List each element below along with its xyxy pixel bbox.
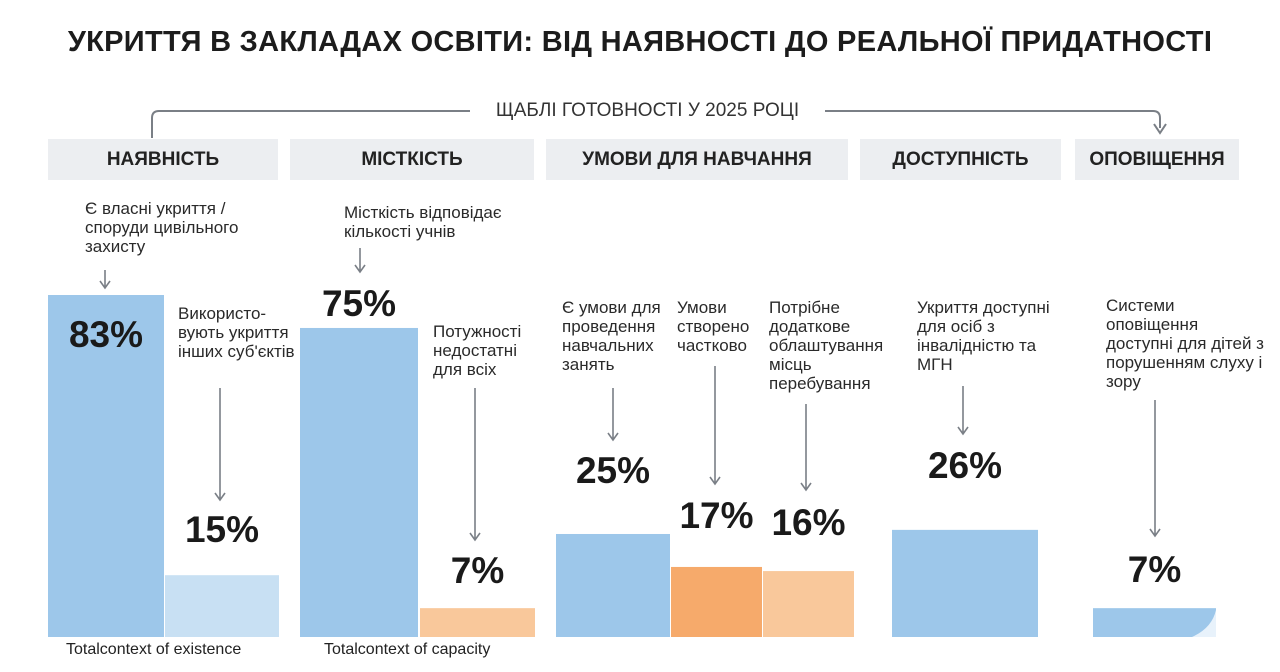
bracket-arrowhead <box>1153 123 1167 135</box>
value-label: 16% <box>771 502 846 543</box>
bar-3 <box>300 327 418 637</box>
value-label: 17% <box>679 495 754 536</box>
bar-4 <box>420 608 535 637</box>
bar-label: Укриття доступні для осіб з інвалідністю… <box>917 298 1050 374</box>
bar-label: Використо-вують укриття інших суб'єктів <box>178 304 295 361</box>
bar-label: Умови створено частково <box>677 298 750 355</box>
pointer-arrow-2 <box>214 388 226 502</box>
pointer-arrow-8 <box>957 386 969 436</box>
value-label: 26% <box>927 445 1003 486</box>
pointer-arrow-6 <box>709 366 721 486</box>
bar-label: Потужності недостатні для всіх <box>433 322 522 379</box>
value-label: 25% <box>575 450 651 491</box>
chart-title: УКРИТТЯ В ЗАКЛАДАХ ОСВІТИ: ВІД НАЯВНОСТІ… <box>67 26 1213 58</box>
category-alerts: ОПОВІЩЕННЯ <box>1075 139 1239 180</box>
pointer-arrow-1 <box>99 270 111 290</box>
pointer-arrow-5 <box>607 388 619 442</box>
page-curl-icon <box>1192 610 1216 637</box>
category-learning-conditions: УМОВИ ДЛЯ НАВЧАННЯ <box>546 139 848 180</box>
bar-6 <box>671 566 762 637</box>
category-availability: НАЯВНІСТЬ <box>48 139 278 180</box>
pointer-arrow-7 <box>800 404 812 492</box>
value-label: 83% <box>68 314 144 355</box>
chart-subtitle: ЩАБЛІ ГОТОВНОСТІ У 2025 РОЦІ <box>470 100 825 122</box>
pointer-arrow-4 <box>469 388 481 542</box>
bar-label: Місткість відповідає кількості учнів <box>344 203 502 241</box>
bar-9 <box>1093 608 1216 637</box>
pointer-arrow-3 <box>354 248 366 274</box>
bar-label: Системи оповіщення доступні для дітей з … <box>1106 296 1264 391</box>
footnote-capacity: Totalcontext of capacity <box>324 641 491 658</box>
bar-8 <box>892 529 1038 637</box>
pointer-arrow-9 <box>1149 400 1161 538</box>
bar-1 <box>48 295 164 637</box>
category-capacity: МІСТКІСТЬ <box>290 139 534 180</box>
bar-label: Є власні укриття / споруди цивільного за… <box>85 199 239 256</box>
bar-label: Є умови для проведення навчальних занять <box>562 298 661 374</box>
footnote-existence: Totalcontext of existence <box>66 641 242 658</box>
value-label: 75% <box>321 283 397 324</box>
value-label: 7% <box>1127 549 1182 590</box>
bar-2 <box>165 575 279 637</box>
category-accessibility: ДОСТУПНІСТЬ <box>860 139 1061 180</box>
value-label: 15% <box>184 509 260 550</box>
bar-7 <box>763 571 854 637</box>
bar-5 <box>556 533 670 637</box>
bar-label: Потрібне додаткове облаштування місць пе… <box>769 298 884 393</box>
value-label: 7% <box>450 550 505 591</box>
